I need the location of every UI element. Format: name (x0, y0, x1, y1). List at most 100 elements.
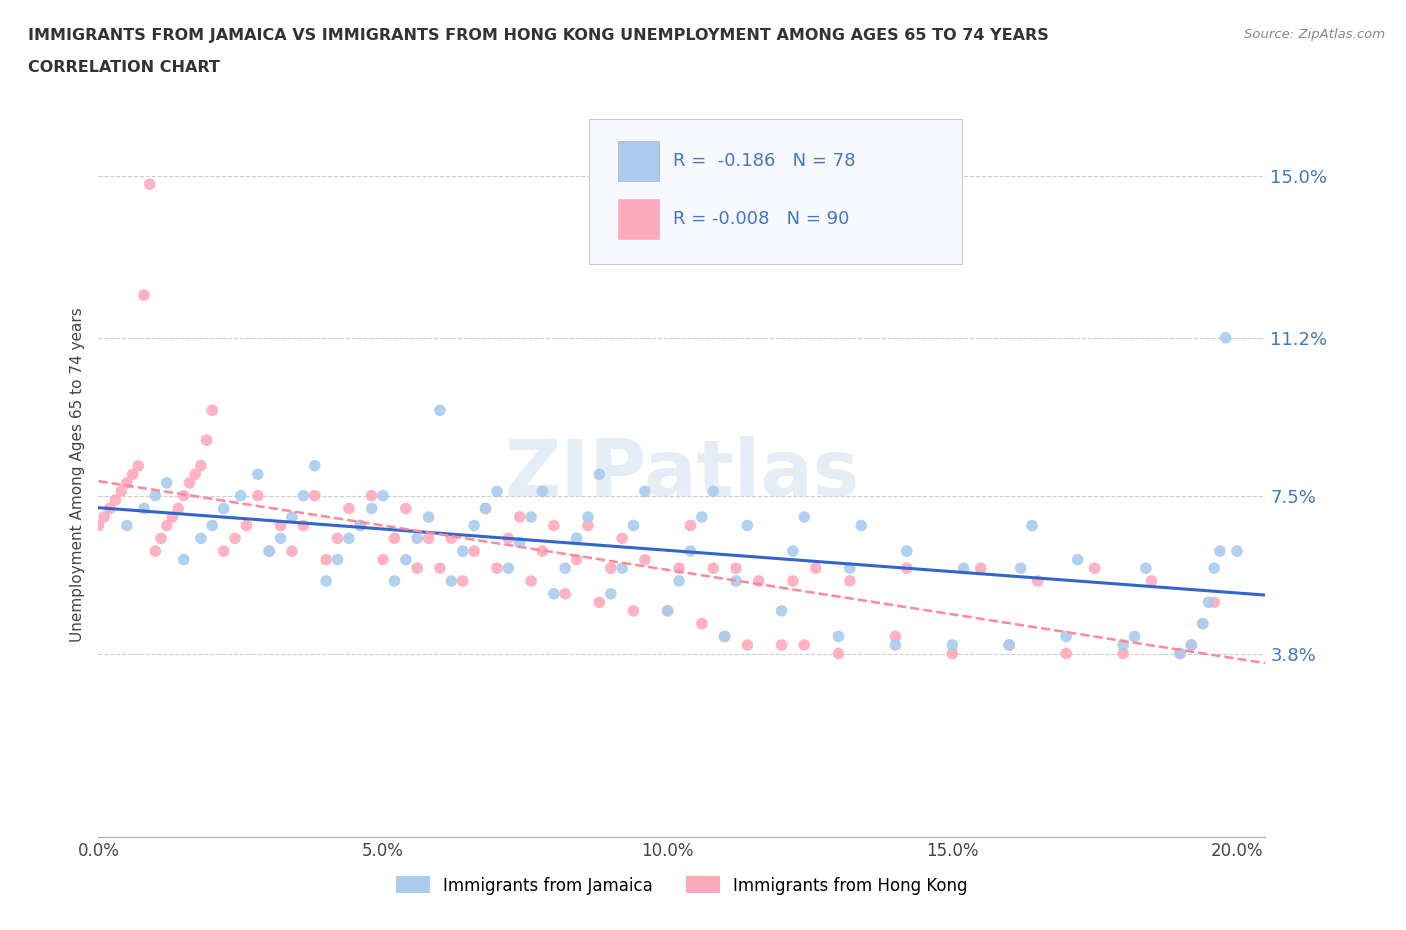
Point (827, 646, 849, 661)
Point (326, 531, 349, 546)
Point (498, 531, 520, 546)
FancyBboxPatch shape (589, 119, 962, 264)
Point (896, 544, 918, 559)
Point (623, 604, 645, 618)
Text: R = -0.008   N = 90: R = -0.008 N = 90 (672, 210, 849, 228)
Point (543, 586, 565, 601)
Point (326, 552, 349, 567)
Point (138, 177, 160, 192)
Point (150, 531, 173, 546)
Point (270, 531, 292, 546)
Point (838, 561, 860, 576)
Point (212, 501, 235, 516)
Point (429, 403, 451, 418)
Point (588, 595, 610, 610)
Point (770, 604, 793, 618)
Point (418, 531, 440, 546)
Point (554, 586, 576, 601)
Point (1112, 646, 1135, 661)
Point (690, 510, 713, 525)
Point (998, 638, 1021, 653)
Point (543, 518, 565, 533)
Point (793, 510, 815, 525)
Point (418, 510, 440, 525)
Point (371, 552, 394, 567)
Point (827, 629, 849, 644)
Point (349, 518, 371, 533)
Point (498, 561, 520, 576)
Point (371, 488, 394, 503)
Point (657, 604, 679, 618)
Point (668, 574, 690, 589)
Point (349, 518, 371, 533)
Point (782, 574, 804, 589)
Point (509, 510, 531, 525)
Point (531, 484, 554, 498)
Legend: Immigrants from Jamaica, Immigrants from Hong Kong: Immigrants from Jamaica, Immigrants from… (389, 870, 974, 901)
Point (337, 531, 360, 546)
Point (804, 561, 827, 576)
Point (941, 646, 963, 661)
Point (429, 561, 451, 576)
Point (451, 574, 474, 589)
Point (360, 488, 382, 503)
Point (440, 531, 463, 546)
Point (132, 287, 155, 302)
Point (702, 484, 724, 498)
Point (281, 510, 304, 525)
Text: CORRELATION CHART: CORRELATION CHART (28, 60, 219, 75)
Point (1054, 629, 1077, 644)
Point (565, 531, 588, 546)
Point (1180, 638, 1202, 653)
Point (713, 629, 735, 644)
Point (770, 638, 793, 653)
Point (463, 518, 485, 533)
Point (576, 510, 599, 525)
Point (173, 552, 195, 567)
Text: R =  -0.186   N = 78: R = -0.186 N = 78 (672, 152, 855, 170)
Point (1226, 544, 1249, 559)
Point (1084, 561, 1107, 576)
Point (270, 518, 292, 533)
Text: ZIPatlas: ZIPatlas (505, 436, 859, 512)
Point (793, 638, 815, 653)
Point (127, 458, 149, 473)
Point (1010, 561, 1032, 576)
Point (1066, 552, 1088, 567)
Point (679, 518, 702, 533)
Point (132, 501, 155, 516)
FancyBboxPatch shape (617, 140, 658, 180)
Point (292, 488, 315, 503)
Point (121, 467, 143, 482)
Point (474, 501, 496, 516)
Point (1168, 646, 1191, 661)
Point (838, 574, 860, 589)
Point (1191, 617, 1213, 631)
Point (474, 501, 496, 516)
Point (143, 488, 166, 503)
Point (315, 552, 337, 567)
Point (623, 518, 645, 533)
Point (315, 574, 337, 589)
Point (384, 574, 406, 589)
Point (1204, 595, 1226, 610)
Point (224, 531, 246, 546)
Point (304, 458, 326, 473)
Point (292, 518, 315, 533)
Point (737, 518, 759, 533)
Point (162, 510, 184, 525)
Point (212, 544, 235, 559)
Text: Source: ZipAtlas.com: Source: ZipAtlas.com (1244, 28, 1385, 41)
Point (724, 574, 747, 589)
Point (463, 544, 485, 559)
Point (246, 488, 269, 503)
Point (599, 586, 621, 601)
Point (1215, 330, 1237, 345)
Point (1123, 629, 1146, 644)
Point (190, 531, 212, 546)
Point (1180, 638, 1202, 653)
Point (998, 638, 1021, 653)
Point (156, 518, 179, 533)
Point (702, 561, 724, 576)
Point (184, 467, 207, 482)
